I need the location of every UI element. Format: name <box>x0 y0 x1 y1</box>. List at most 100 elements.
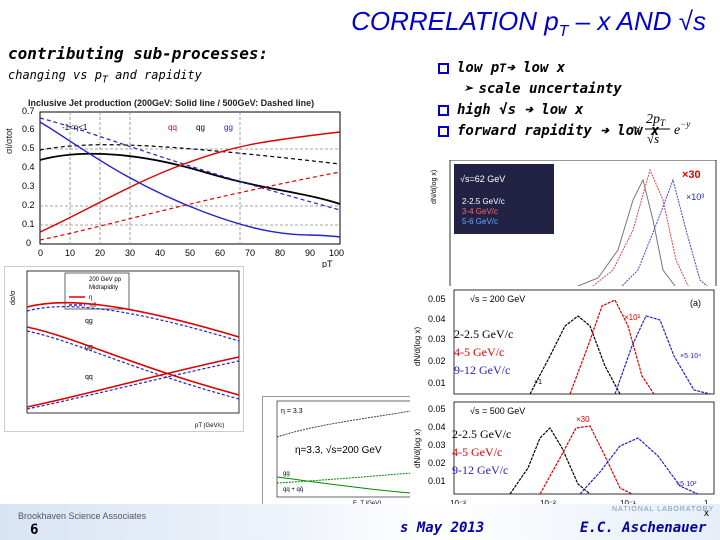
panel5-mult1: ×10² <box>624 313 641 322</box>
panel4-ylabel: dN/d(log x) <box>431 170 438 204</box>
panel3-label-qq: qq + qq̄ <box>283 487 303 493</box>
panel1-xtick: 0 <box>38 248 43 258</box>
bullet-box-icon <box>438 105 449 116</box>
panel5-sqrt-label: √s = 200 GeV <box>470 294 525 304</box>
subheading2-sub: T <box>101 74 108 86</box>
panel4-legend-2: 3-4 GeV/c <box>462 207 498 216</box>
panel1-xtick: 100 <box>329 248 344 258</box>
title-main: CORRELATION p <box>351 6 559 36</box>
panel3-curve-qq <box>276 476 412 494</box>
panel2-label-gg: gg <box>85 344 93 351</box>
panel1-eta-label: -1<η<1 <box>62 123 88 132</box>
panel1-legend-qg: qg <box>196 123 205 132</box>
bullet-2-text: scale uncertainty <box>478 81 622 97</box>
panel6-ytick: 0.05 <box>428 404 446 414</box>
panel1-legend-gg: gg <box>224 123 233 132</box>
panel1-xtick: 80 <box>275 248 285 258</box>
panel-jet-fractions: Inclusive Jet production (200GeV: Solid … <box>4 92 360 268</box>
panel6-ytick: 0.04 <box>428 422 446 432</box>
panel5-ytick: 0.04 <box>428 314 446 324</box>
panel5-ytick: 0.01 <box>428 378 446 388</box>
panel6-legend-2: 4-5 GeV/c <box>452 445 502 459</box>
bullet-box-icon <box>438 126 449 137</box>
panel1-legend-qq: qq <box>168 123 177 132</box>
panel2-curve-qg <box>26 301 240 338</box>
panel1-curve-qg-500 <box>39 144 341 165</box>
panel1-xtick: 60 <box>215 248 225 258</box>
panel2-curve-qq <box>26 356 240 408</box>
panel2-curve-qq-pi0 <box>26 360 240 410</box>
title-sub: T <box>558 23 569 41</box>
bullet-4: forward rapidity ➔ low x <box>438 121 659 142</box>
panel5-ylabel: dN/d(log x) <box>413 327 422 366</box>
arrow-bullet-icon: ➢ <box>464 81 473 97</box>
panel5-svg: dN/d(log x) 0.05 0.04 0.03 0.02 0.01 √s … <box>413 289 715 395</box>
panel2-xlabel: pT (GeV/c) <box>195 423 224 429</box>
panel1-ytick: 0.4 <box>22 162 35 172</box>
panel2-ylabel: dσ/σ <box>10 290 17 305</box>
panel1-ytick: 0.2 <box>22 200 35 210</box>
panel2-legend-title: 200 GeV pp <box>89 277 122 283</box>
panel6-xtick: 10⁻³ <box>450 499 466 508</box>
panel1-xlabel: pT <box>322 259 333 268</box>
panel6-xtick: 10⁻¹ <box>620 499 636 508</box>
panel1-ytick: 0.6 <box>22 124 35 134</box>
panel1-xtick: 40 <box>155 248 165 258</box>
panel2-legend-pi0: π0 <box>89 303 97 309</box>
panel2-legend-sub: Midrapidity <box>89 285 118 291</box>
panel5-frame <box>453 289 715 395</box>
panel5-curve-3 <box>614 315 711 395</box>
bullet-2: ➢ scale uncertainty <box>438 79 659 100</box>
panel6-ytick: 0.02 <box>428 458 446 468</box>
footer-bar <box>0 504 720 540</box>
x-formula: ~ 2pT √s e−y <box>632 112 690 146</box>
subheading2-rest: and rapidity <box>107 68 202 82</box>
panel6-ytick: 0.01 <box>428 476 446 486</box>
panel6-sqrt-label: √s = 500 GeV <box>470 406 525 416</box>
slide-title: CORRELATION pT – x AND √s <box>351 6 706 41</box>
panel3-eta-text: η=3.3, √s=200 GeV <box>295 444 382 456</box>
panel-500gev: dN/d(log x) 0.05 0.04 0.03 0.02 0.01 √s … <box>410 398 720 508</box>
panel6-frame <box>453 401 715 495</box>
bullet-3-text: high √s ➔ low x <box>457 102 584 118</box>
panel2-legend-eta: η <box>89 295 92 301</box>
panel-forward-eta: η = 3.3 η=3.3, √s=200 GeV gg qq + qq̄ E_… <box>262 396 414 507</box>
bullet-1-sub: T <box>499 61 507 75</box>
panel5-legend-3: 9-12 GeV/c <box>454 363 510 377</box>
subheading: contributing sub-processes: <box>8 44 269 63</box>
panel6-legend-3: 9-12 GeV/c <box>452 463 508 477</box>
panel5-ytick: 0.03 <box>428 334 446 344</box>
panel1-xtick: 90 <box>305 248 315 258</box>
panel3-curve-qg <box>276 410 412 438</box>
panel1-ytick: 0.1 <box>22 219 35 229</box>
formula-tilde: ~ <box>632 121 640 137</box>
panel4-legend-box <box>454 164 554 234</box>
panel6-ytick: 0.03 <box>428 440 446 450</box>
footer-lab: NATIONAL LABORATORY <box>612 506 715 513</box>
panel3-label-gg: gg <box>283 471 290 477</box>
formula-denominator: √s <box>647 131 659 146</box>
panel6-svg: dN/d(log x) 0.05 0.04 0.03 0.02 0.01 √s … <box>413 401 715 508</box>
panel5-ytick: 0.02 <box>428 356 446 366</box>
panel1-ylabel: σi/σtot <box>4 128 14 154</box>
panel5-curve-2 <box>569 299 655 395</box>
panel1-curve-gg-200 <box>39 121 341 238</box>
panel2-label-qq: qq <box>85 374 93 381</box>
panel-200gev: dN/d(log x) 0.05 0.04 0.03 0.02 0.01 √s … <box>410 286 720 398</box>
panel2-curve-gg-pi0 <box>26 330 240 400</box>
panel2-frame <box>26 270 240 414</box>
panel4-legend-1: 2-2.5 GeV/c <box>462 197 505 206</box>
panel1-xtick: 30 <box>125 248 135 258</box>
panel6-xtick: 10⁻² <box>540 499 556 508</box>
panel5-ytick: 0.05 <box>428 294 446 304</box>
formula-exp: e−y <box>674 119 690 138</box>
panel6-legend-1: 2-2.5 GeV/c <box>452 427 511 441</box>
panel6-curve-2 <box>539 425 633 495</box>
panel1-curve-qq-200 <box>39 131 341 233</box>
panel1-svg: Inclusive Jet production (200GeV: Solid … <box>4 98 344 268</box>
panel1-xtick: 70 <box>245 248 255 258</box>
panel4-curve-3 <box>617 178 713 291</box>
panel6-ylabel: dN/d(log x) <box>413 429 422 468</box>
